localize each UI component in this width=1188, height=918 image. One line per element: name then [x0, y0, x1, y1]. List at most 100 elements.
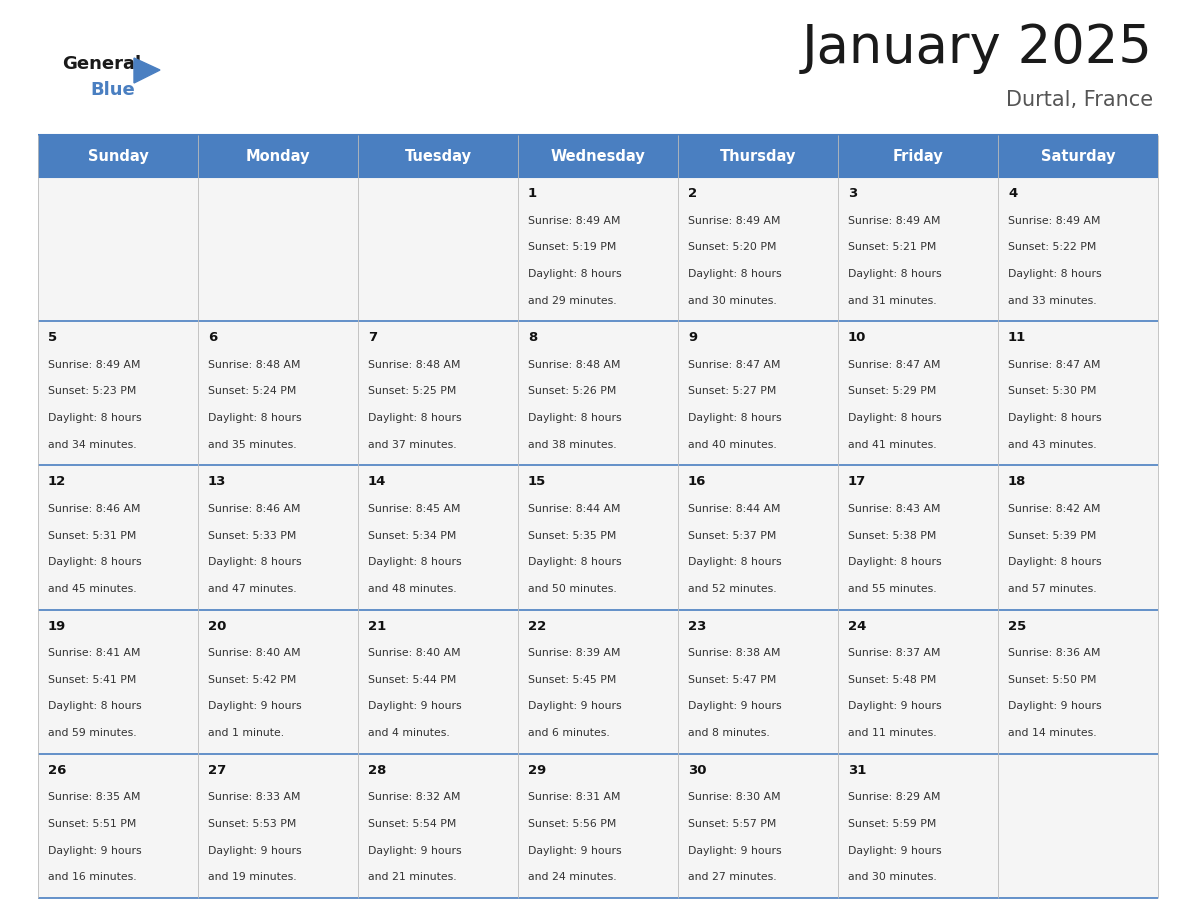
- Text: 8: 8: [527, 331, 537, 344]
- Bar: [38, 465, 198, 610]
- Text: and 1 minute.: and 1 minute.: [208, 728, 284, 738]
- Text: 15: 15: [527, 476, 546, 488]
- Text: and 35 minutes.: and 35 minutes.: [208, 440, 297, 450]
- Text: and 52 minutes.: and 52 minutes.: [688, 584, 777, 594]
- Bar: [838, 177, 998, 321]
- Text: and 50 minutes.: and 50 minutes.: [527, 584, 617, 594]
- Text: Daylight: 9 hours: Daylight: 9 hours: [208, 701, 302, 711]
- Bar: [198, 465, 358, 610]
- Text: Sunrise: 8:45 AM: Sunrise: 8:45 AM: [368, 504, 461, 514]
- Text: Sunrise: 8:35 AM: Sunrise: 8:35 AM: [48, 792, 140, 802]
- Text: Sunrise: 8:33 AM: Sunrise: 8:33 AM: [208, 792, 301, 802]
- Text: and 59 minutes.: and 59 minutes.: [48, 728, 137, 738]
- Text: 28: 28: [368, 764, 386, 777]
- Text: Sunrise: 8:30 AM: Sunrise: 8:30 AM: [688, 792, 781, 802]
- Bar: [518, 321, 678, 465]
- Text: Daylight: 9 hours: Daylight: 9 hours: [368, 701, 462, 711]
- Text: Sunrise: 8:46 AM: Sunrise: 8:46 AM: [48, 504, 140, 514]
- Text: Blue: Blue: [90, 81, 134, 99]
- Text: 27: 27: [208, 764, 226, 777]
- Text: Sunrise: 8:39 AM: Sunrise: 8:39 AM: [527, 648, 620, 658]
- Text: 19: 19: [48, 620, 67, 633]
- Text: Friday: Friday: [892, 149, 943, 163]
- Text: Daylight: 8 hours: Daylight: 8 hours: [848, 269, 942, 279]
- Text: Sunrise: 8:49 AM: Sunrise: 8:49 AM: [48, 360, 140, 370]
- Text: Sunset: 5:31 PM: Sunset: 5:31 PM: [48, 531, 137, 541]
- Text: Sunrise: 8:43 AM: Sunrise: 8:43 AM: [848, 504, 941, 514]
- Text: and 24 minutes.: and 24 minutes.: [527, 872, 617, 882]
- Text: 14: 14: [368, 476, 386, 488]
- Text: 10: 10: [848, 331, 866, 344]
- Text: Sunrise: 8:40 AM: Sunrise: 8:40 AM: [208, 648, 301, 658]
- Text: Daylight: 8 hours: Daylight: 8 hours: [48, 557, 141, 567]
- Bar: [198, 135, 358, 177]
- Text: Sunset: 5:41 PM: Sunset: 5:41 PM: [48, 675, 137, 685]
- Text: and 43 minutes.: and 43 minutes.: [1007, 440, 1097, 450]
- Bar: [198, 321, 358, 465]
- Bar: [998, 321, 1158, 465]
- Text: and 40 minutes.: and 40 minutes.: [688, 440, 777, 450]
- Bar: [998, 135, 1158, 177]
- Bar: [358, 754, 518, 898]
- Bar: [838, 135, 998, 177]
- Text: Sunrise: 8:36 AM: Sunrise: 8:36 AM: [1007, 648, 1100, 658]
- Bar: [518, 465, 678, 610]
- Text: and 11 minutes.: and 11 minutes.: [848, 728, 936, 738]
- Text: Sunrise: 8:49 AM: Sunrise: 8:49 AM: [688, 216, 781, 226]
- Text: Sunrise: 8:49 AM: Sunrise: 8:49 AM: [527, 216, 620, 226]
- Bar: [678, 135, 838, 177]
- Text: Daylight: 8 hours: Daylight: 8 hours: [48, 413, 141, 423]
- Text: Sunset: 5:50 PM: Sunset: 5:50 PM: [1007, 675, 1097, 685]
- Text: Sunset: 5:54 PM: Sunset: 5:54 PM: [368, 819, 456, 829]
- Text: 22: 22: [527, 620, 546, 633]
- Bar: [518, 177, 678, 321]
- Text: and 16 minutes.: and 16 minutes.: [48, 872, 137, 882]
- Bar: [38, 610, 198, 754]
- Text: Sunset: 5:39 PM: Sunset: 5:39 PM: [1007, 531, 1097, 541]
- Text: General: General: [62, 55, 141, 73]
- Bar: [678, 177, 838, 321]
- Text: Daylight: 8 hours: Daylight: 8 hours: [368, 557, 462, 567]
- Bar: [998, 610, 1158, 754]
- Bar: [518, 754, 678, 898]
- Text: 13: 13: [208, 476, 227, 488]
- Text: and 6 minutes.: and 6 minutes.: [527, 728, 609, 738]
- Text: Sunset: 5:47 PM: Sunset: 5:47 PM: [688, 675, 777, 685]
- Text: Wednesday: Wednesday: [550, 149, 645, 163]
- Bar: [678, 321, 838, 465]
- Text: Sunrise: 8:42 AM: Sunrise: 8:42 AM: [1007, 504, 1100, 514]
- Text: Sunset: 5:57 PM: Sunset: 5:57 PM: [688, 819, 777, 829]
- Text: Tuesday: Tuesday: [404, 149, 472, 163]
- Text: Daylight: 8 hours: Daylight: 8 hours: [527, 413, 621, 423]
- Text: Sunrise: 8:38 AM: Sunrise: 8:38 AM: [688, 648, 781, 658]
- Text: Sunset: 5:51 PM: Sunset: 5:51 PM: [48, 819, 137, 829]
- Text: and 14 minutes.: and 14 minutes.: [1007, 728, 1097, 738]
- Text: Daylight: 8 hours: Daylight: 8 hours: [688, 557, 782, 567]
- Text: Sunrise: 8:29 AM: Sunrise: 8:29 AM: [848, 792, 941, 802]
- Text: and 27 minutes.: and 27 minutes.: [688, 872, 777, 882]
- Bar: [838, 321, 998, 465]
- Text: Daylight: 8 hours: Daylight: 8 hours: [688, 413, 782, 423]
- Text: Daylight: 9 hours: Daylight: 9 hours: [1007, 701, 1101, 711]
- Text: Daylight: 8 hours: Daylight: 8 hours: [368, 413, 462, 423]
- Text: Sunset: 5:59 PM: Sunset: 5:59 PM: [848, 819, 936, 829]
- Text: Saturday: Saturday: [1041, 149, 1116, 163]
- Text: Sunset: 5:23 PM: Sunset: 5:23 PM: [48, 386, 137, 397]
- Text: Sunset: 5:35 PM: Sunset: 5:35 PM: [527, 531, 617, 541]
- Text: Sunset: 5:20 PM: Sunset: 5:20 PM: [688, 242, 777, 252]
- Text: 3: 3: [848, 187, 858, 200]
- Text: Sunrise: 8:47 AM: Sunrise: 8:47 AM: [848, 360, 941, 370]
- Text: and 34 minutes.: and 34 minutes.: [48, 440, 137, 450]
- Text: 9: 9: [688, 331, 697, 344]
- Text: Sunrise: 8:48 AM: Sunrise: 8:48 AM: [368, 360, 461, 370]
- Text: Sunset: 5:22 PM: Sunset: 5:22 PM: [1007, 242, 1097, 252]
- Text: Sunset: 5:30 PM: Sunset: 5:30 PM: [1007, 386, 1097, 397]
- Text: Sunset: 5:25 PM: Sunset: 5:25 PM: [368, 386, 456, 397]
- Text: Daylight: 8 hours: Daylight: 8 hours: [527, 269, 621, 279]
- Bar: [678, 465, 838, 610]
- Text: 6: 6: [208, 331, 217, 344]
- Text: Sunset: 5:56 PM: Sunset: 5:56 PM: [527, 819, 617, 829]
- Text: and 57 minutes.: and 57 minutes.: [1007, 584, 1097, 594]
- Text: Sunset: 5:21 PM: Sunset: 5:21 PM: [848, 242, 936, 252]
- Text: Monday: Monday: [246, 149, 310, 163]
